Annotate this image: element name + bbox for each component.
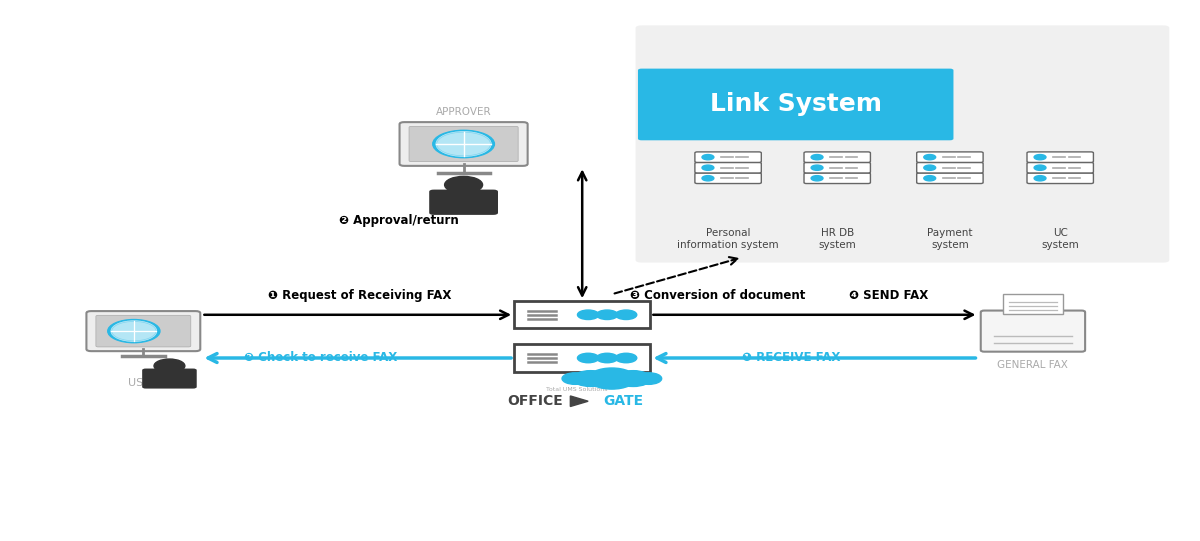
Circle shape <box>437 132 491 156</box>
Circle shape <box>433 130 494 157</box>
Text: ❷ Approval/return: ❷ Approval/return <box>340 214 458 227</box>
FancyBboxPatch shape <box>695 162 761 173</box>
Circle shape <box>924 165 936 170</box>
Circle shape <box>112 321 156 341</box>
Text: Total UMS Solutions: Total UMS Solutions <box>546 387 607 392</box>
Circle shape <box>108 320 160 342</box>
Text: OFFICE: OFFICE <box>508 394 563 408</box>
Circle shape <box>596 353 618 363</box>
Circle shape <box>811 155 823 160</box>
Circle shape <box>702 176 714 181</box>
Circle shape <box>572 371 608 386</box>
FancyBboxPatch shape <box>917 173 983 183</box>
Circle shape <box>616 353 637 363</box>
Circle shape <box>616 310 637 320</box>
FancyBboxPatch shape <box>804 162 870 173</box>
FancyBboxPatch shape <box>804 152 870 162</box>
Circle shape <box>577 353 599 363</box>
FancyBboxPatch shape <box>1027 173 1093 183</box>
Circle shape <box>616 371 652 386</box>
Circle shape <box>562 373 588 384</box>
FancyBboxPatch shape <box>86 311 200 351</box>
FancyBboxPatch shape <box>430 189 498 215</box>
Text: GATE: GATE <box>604 394 643 408</box>
Text: HR DB
system: HR DB system <box>818 228 856 250</box>
FancyBboxPatch shape <box>1003 294 1062 314</box>
Polygon shape <box>570 396 588 406</box>
Circle shape <box>445 176 482 193</box>
Circle shape <box>577 310 599 320</box>
Text: ❷ Check to receive FAX: ❷ Check to receive FAX <box>244 351 397 364</box>
FancyBboxPatch shape <box>804 173 870 183</box>
FancyBboxPatch shape <box>695 152 761 162</box>
FancyBboxPatch shape <box>409 127 518 162</box>
FancyBboxPatch shape <box>400 122 528 166</box>
Circle shape <box>437 132 491 156</box>
Text: ❹ SEND FAX: ❹ SEND FAX <box>850 289 929 302</box>
Text: Link System: Link System <box>709 93 882 116</box>
FancyBboxPatch shape <box>917 152 983 162</box>
Circle shape <box>154 359 185 373</box>
Circle shape <box>811 176 823 181</box>
Text: Personal
information system: Personal information system <box>677 228 779 250</box>
Circle shape <box>636 373 661 384</box>
Circle shape <box>1034 155 1046 160</box>
FancyBboxPatch shape <box>96 315 191 347</box>
Circle shape <box>1034 165 1046 170</box>
Text: APPROVER: APPROVER <box>436 107 492 116</box>
Circle shape <box>1034 176 1046 181</box>
FancyBboxPatch shape <box>917 162 983 173</box>
Circle shape <box>702 155 714 160</box>
Circle shape <box>596 310 618 320</box>
FancyBboxPatch shape <box>695 173 761 183</box>
Text: Payment
system: Payment system <box>928 228 973 250</box>
FancyBboxPatch shape <box>636 25 1169 262</box>
Circle shape <box>924 155 936 160</box>
Text: GENERAL FAX: GENERAL FAX <box>997 360 1068 370</box>
FancyBboxPatch shape <box>514 344 650 372</box>
FancyBboxPatch shape <box>1027 162 1093 173</box>
Text: ❸ Conversion of document: ❸ Conversion of document <box>630 289 805 302</box>
Circle shape <box>924 176 936 181</box>
Circle shape <box>702 165 714 170</box>
FancyBboxPatch shape <box>638 69 954 140</box>
FancyBboxPatch shape <box>514 301 650 328</box>
Circle shape <box>588 368 636 389</box>
Circle shape <box>112 321 156 341</box>
Circle shape <box>811 165 823 170</box>
Text: ❶ RECEIVE FAX: ❶ RECEIVE FAX <box>743 351 841 364</box>
Text: UC
system: UC system <box>1042 228 1079 250</box>
Text: ❶ Request of Receiving FAX: ❶ Request of Receiving FAX <box>268 289 451 302</box>
Text: USER: USER <box>128 378 158 388</box>
FancyBboxPatch shape <box>1027 152 1093 162</box>
FancyBboxPatch shape <box>142 368 197 388</box>
FancyBboxPatch shape <box>980 311 1085 352</box>
